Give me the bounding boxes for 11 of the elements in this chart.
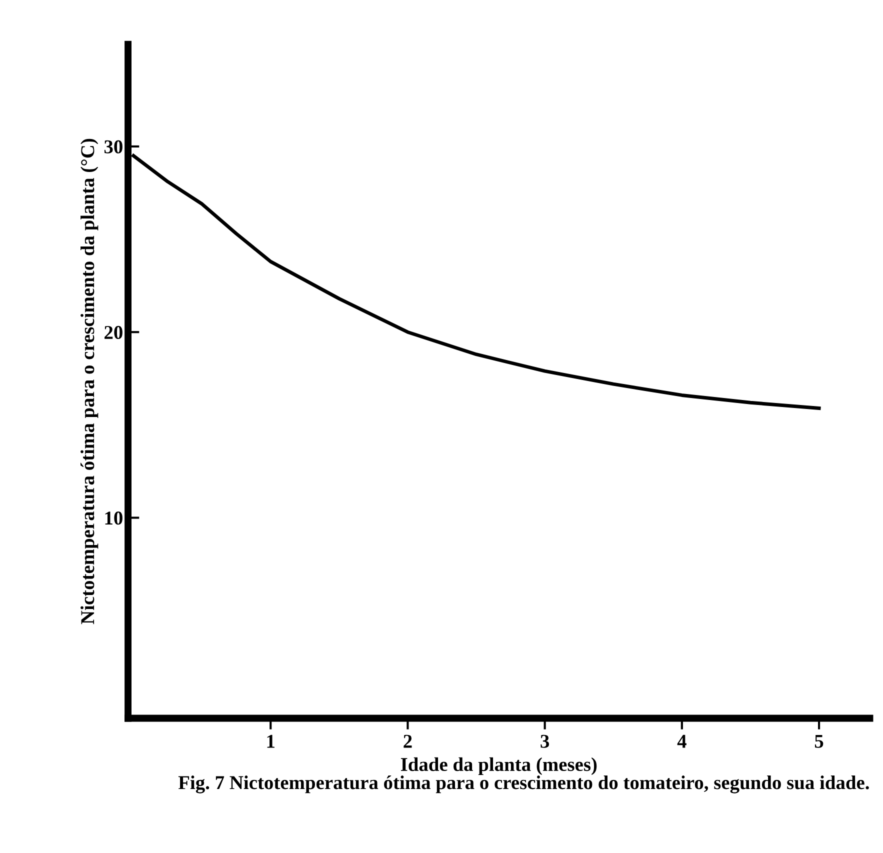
- y-tick-label: 30: [104, 140, 122, 154]
- x-axis-title: Idade da planta (meses): [400, 757, 597, 776]
- caption: Fig. 7 Nictotemperatura ótima para o crescimento do tomateiro, segundo sua idade.: [178, 776, 869, 794]
- y-axis-title: Nictotemperatura ótima para o crescimento da planta (°C): [80, 138, 98, 624]
- y-tick-label: 10: [105, 512, 122, 525]
- x-tick-label: 4: [677, 734, 686, 748]
- x-tick-label: 1: [267, 734, 274, 748]
- y-tick-label: 20: [104, 326, 122, 340]
- x-tick-label: 5: [814, 734, 824, 748]
- x-tick-label: 2: [404, 734, 412, 748]
- x-tick-label: 3: [540, 734, 550, 748]
